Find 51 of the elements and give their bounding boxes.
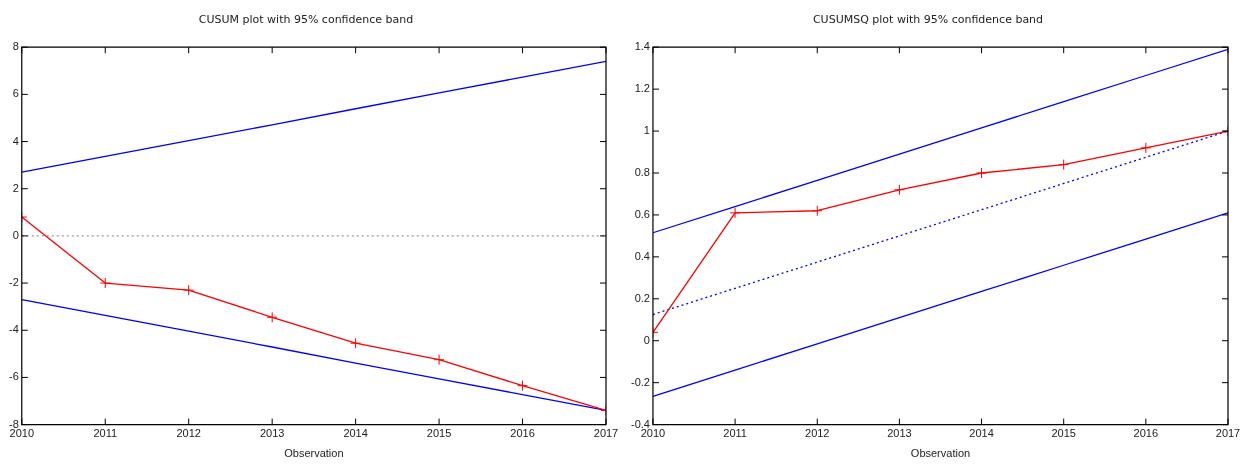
y-tick-label: 0 — [12, 228, 19, 241]
x-tick-label: 2013 — [259, 427, 285, 440]
y-tick-label: 8 — [12, 40, 19, 53]
x-tick-label: 2016 — [510, 427, 535, 440]
x-tick-label: 2015 — [1051, 427, 1076, 440]
y-tick-label: 1.4 — [634, 40, 650, 53]
chart-title: CUSUM plot with 95% confidence band — [198, 13, 414, 27]
point — [517, 380, 529, 392]
y-tick-label: -2 — [9, 276, 19, 289]
y-tick-label: 0.6 — [634, 207, 650, 220]
x-tick-label: 2011 — [723, 427, 747, 440]
y-tick-label: 0 — [643, 333, 650, 346]
point — [99, 277, 111, 289]
point — [183, 284, 195, 296]
y-tick-label: 1.2 — [634, 82, 650, 95]
point — [350, 337, 362, 349]
point — [266, 311, 278, 323]
x-tick-label: 2014 — [343, 427, 368, 440]
y-tick-label: 4 — [12, 134, 19, 147]
x-tick-label: 2010 — [9, 427, 35, 440]
chart-title: CUSUMSQ plot with 95% confidence band — [812, 13, 1044, 27]
y-tick-label: -0.4 — [630, 417, 650, 430]
point — [1140, 142, 1152, 154]
x-tick-label: 2010 — [640, 427, 666, 440]
point — [976, 167, 988, 179]
point — [893, 184, 905, 196]
x-tick-label: 2017 — [1215, 427, 1241, 440]
point — [1058, 159, 1070, 171]
y-tick-label: 0.8 — [634, 166, 650, 179]
x-axis-title: Observation — [284, 447, 344, 460]
y-tick-label: 6 — [12, 87, 19, 100]
y-tick-label: 0.2 — [634, 291, 650, 304]
x-tick-label: 2012 — [805, 427, 830, 440]
x-tick-label: 2011 — [93, 427, 118, 440]
point — [729, 207, 741, 219]
y-tick-label: -6 — [9, 370, 19, 383]
y-tick-label: 2 — [12, 181, 19, 194]
y-tick-label: -0.2 — [630, 375, 650, 388]
x-tick-label: 2017 — [593, 427, 619, 440]
x-tick-label: 2013 — [887, 427, 912, 440]
x-axis-title: Observation — [910, 447, 971, 460]
point — [811, 205, 823, 217]
y-tick-label: 0.4 — [634, 249, 650, 262]
y-tick-label: -8 — [9, 417, 19, 430]
point — [433, 354, 445, 366]
y-tick-label: 1 — [643, 124, 650, 137]
x-tick-label: 2012 — [176, 427, 201, 440]
x-tick-label: 2016 — [1133, 427, 1159, 440]
x-tick-label: 2014 — [969, 427, 994, 440]
y-tick-label: -4 — [9, 323, 19, 336]
x-tick-label: 2015 — [426, 427, 452, 440]
